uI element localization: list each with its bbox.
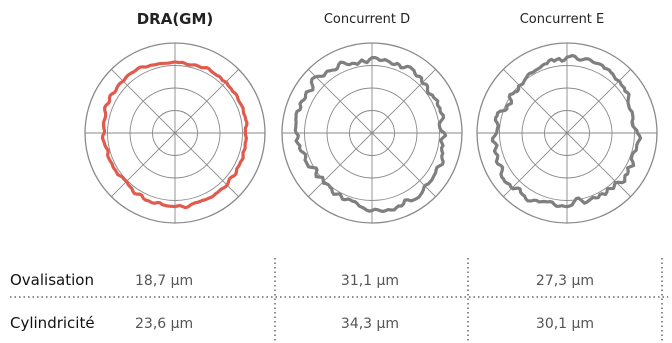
polar-spoke-center (158, 132, 176, 150)
polar-chart-concurrent-d (281, 42, 463, 224)
value-ovalisation-concurrent-e: 27,3 µm (535, 273, 595, 289)
polar-spoke-center (566, 116, 584, 134)
row-label-ovalisation: Ovalisation (10, 271, 94, 289)
polar-spoke (387, 69, 436, 118)
polar-spoke-center (550, 132, 568, 150)
polar-spoke-center (174, 116, 192, 134)
polar-spoke (190, 148, 239, 197)
polar-spoke (503, 69, 552, 118)
polar-spoke (387, 148, 436, 197)
roundness-profile-trace (490, 53, 643, 209)
polar-spoke (308, 148, 357, 197)
chart-title-dra-gm: DRA(GM) (136, 10, 214, 28)
polar-chart-dra-gm (84, 42, 266, 224)
roundness-charts (84, 42, 658, 224)
roundness-profile-trace (100, 60, 249, 210)
value-cylindricite-concurrent-d: 34,3 µm (340, 316, 400, 332)
polar-spoke (582, 148, 631, 197)
value-cylindricite-concurrent-e: 30,1 µm (535, 316, 595, 332)
row-label-cylindricite: Cylindricité (10, 314, 95, 332)
polar-spoke-center (174, 132, 192, 150)
polar-spoke (190, 69, 239, 118)
polar-spoke-center (566, 132, 584, 150)
polar-spoke-center (355, 132, 373, 150)
roundness-profile-trace (293, 55, 448, 214)
chart-title-concurrent-d: Concurrent D (323, 12, 411, 27)
polar-spoke (111, 148, 160, 197)
value-ovalisation-dra-gm: 18,7 µm (135, 273, 194, 289)
value-ovalisation-concurrent-d: 31,1 µm (340, 273, 400, 289)
polar-spoke-center (371, 132, 389, 150)
polar-spoke (111, 69, 160, 118)
polar-spoke-center (371, 116, 389, 134)
polar-spoke-center (550, 116, 568, 134)
polar-spoke (582, 69, 631, 118)
polar-chart-concurrent-e (476, 42, 658, 224)
value-cylindricite-dra-gm: 23,6 µm (135, 316, 194, 332)
chart-title-concurrent-e: Concurrent E (519, 12, 605, 27)
polar-spoke-center (355, 116, 373, 134)
polar-spoke-center (158, 116, 176, 134)
